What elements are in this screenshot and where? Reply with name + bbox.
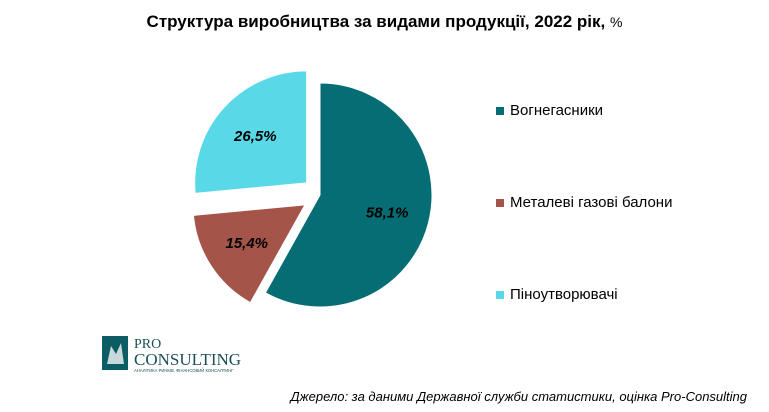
chart-title: Структура виробництва за видами продукці… bbox=[146, 12, 623, 31]
legend-item-metalevi-balony: Металеві газові балони bbox=[496, 194, 672, 211]
legend-label: Вогнегасники bbox=[510, 102, 604, 119]
legend-label: Металеві газові балони bbox=[510, 194, 673, 211]
pie-slice-metalevi-balony bbox=[192, 204, 306, 304]
legend-swatch bbox=[496, 106, 504, 115]
pie-data-label: 58,1% bbox=[366, 204, 409, 221]
logo-text-consulting: CONSULTING bbox=[134, 350, 241, 369]
source-note: Джерело: за даними Державної служби стат… bbox=[290, 389, 747, 404]
chart-title-text: Структура виробництва за видами продукці… bbox=[146, 12, 601, 31]
logo-text-pro: PRO bbox=[134, 337, 161, 352]
pro-consulting-logo: PRO CONSULTING АНАЛІТИКА РИНКІВ. ФІНАНСО… bbox=[102, 336, 241, 373]
legend-swatch bbox=[496, 198, 504, 207]
pie-data-label: 15,4% bbox=[225, 235, 268, 252]
chart-title-unit: % bbox=[609, 14, 623, 30]
legend-item-pinoutvoriuvachi: Піноутворювачі bbox=[496, 286, 618, 303]
logo-emblem-figure bbox=[107, 343, 124, 364]
pie-chart: 58,1% 15,4% 26,5% bbox=[192, 70, 433, 308]
legend-swatch bbox=[496, 290, 504, 299]
pie-slice-vohnehasnyky bbox=[264, 82, 433, 308]
logo-tagline: АНАЛІТИКА РИНКІВ. ФІНАНСОВИЙ КОНСАЛТИНГ bbox=[134, 368, 234, 373]
legend-item-vohnehasnyky: Вогнегасники bbox=[496, 102, 603, 119]
pie-slice-pinoutvoriuvachi bbox=[194, 70, 308, 194]
legend-label: Піноутворювачі bbox=[510, 286, 618, 303]
pie-data-label: 26,5% bbox=[233, 128, 277, 145]
